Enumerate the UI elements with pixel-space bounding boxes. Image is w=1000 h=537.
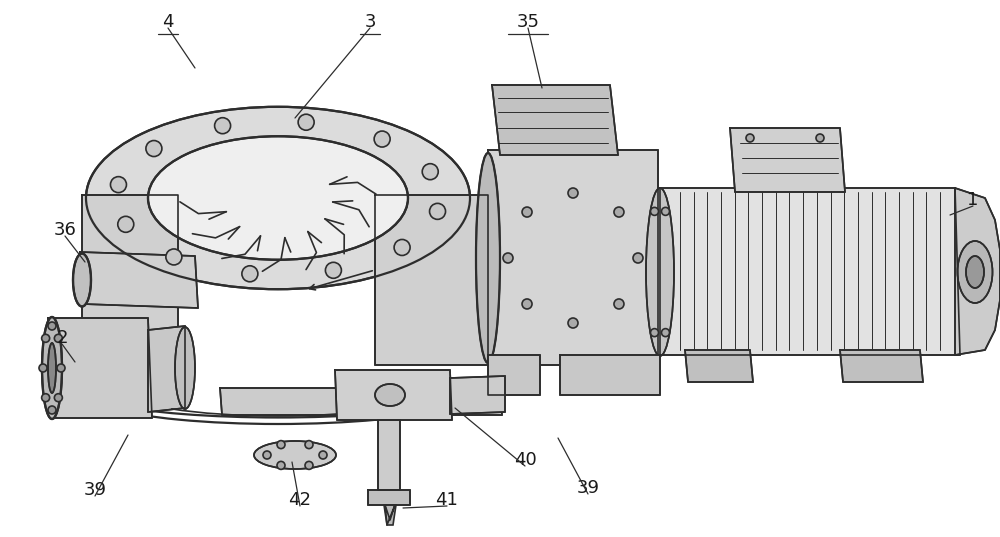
Polygon shape [375,195,488,365]
Polygon shape [335,370,452,420]
Polygon shape [368,490,410,505]
Ellipse shape [958,241,992,303]
Circle shape [662,329,670,337]
Ellipse shape [42,317,62,419]
Circle shape [263,451,271,459]
Text: 42: 42 [288,491,312,509]
Circle shape [503,253,513,263]
Ellipse shape [175,327,195,409]
Ellipse shape [966,256,984,288]
Text: 35: 35 [516,13,540,31]
Circle shape [277,440,285,448]
Circle shape [650,207,658,215]
Text: 3: 3 [364,13,376,31]
Circle shape [746,134,754,142]
Circle shape [166,249,182,265]
Circle shape [522,299,532,309]
Circle shape [319,451,327,459]
Polygon shape [450,376,505,414]
Circle shape [54,335,62,342]
Circle shape [146,141,162,157]
Circle shape [277,461,285,469]
Ellipse shape [646,188,674,356]
Polygon shape [148,326,185,412]
Circle shape [430,204,446,219]
Circle shape [394,240,410,256]
Text: 4: 4 [162,13,174,31]
Polygon shape [384,505,396,525]
Text: 39: 39 [84,481,106,499]
Polygon shape [660,188,960,355]
Circle shape [650,329,658,337]
Polygon shape [488,355,540,395]
Circle shape [662,207,670,215]
Ellipse shape [48,343,56,393]
Polygon shape [80,252,198,308]
Circle shape [614,299,624,309]
Text: 40: 40 [514,451,536,469]
Polygon shape [730,128,845,192]
Polygon shape [492,85,618,155]
Circle shape [816,134,824,142]
Text: 36: 36 [54,221,76,239]
Circle shape [568,318,578,328]
Circle shape [118,216,134,233]
Circle shape [54,394,62,402]
Polygon shape [840,350,923,382]
Ellipse shape [73,253,91,307]
Polygon shape [82,195,178,395]
Polygon shape [48,318,152,418]
Ellipse shape [148,136,408,260]
Circle shape [614,207,624,217]
Circle shape [110,177,126,193]
Polygon shape [220,388,502,415]
Circle shape [39,364,47,372]
Ellipse shape [86,107,470,289]
Circle shape [215,118,231,134]
Circle shape [422,164,438,180]
Circle shape [42,394,50,402]
Circle shape [522,207,532,217]
Polygon shape [685,350,753,382]
Ellipse shape [476,153,500,363]
Circle shape [633,253,643,263]
Polygon shape [560,355,660,395]
Circle shape [305,440,313,448]
Text: 39: 39 [576,479,600,497]
Circle shape [242,266,258,282]
Circle shape [325,262,341,278]
Circle shape [305,461,313,469]
Circle shape [48,406,56,414]
Text: 2: 2 [56,329,68,347]
Text: 1: 1 [967,191,979,209]
Polygon shape [488,150,658,365]
Polygon shape [955,188,1000,355]
Circle shape [298,114,314,130]
Text: 41: 41 [436,491,458,509]
Circle shape [568,188,578,198]
Circle shape [42,335,50,342]
Polygon shape [378,420,400,490]
Circle shape [57,364,65,372]
Ellipse shape [254,441,336,469]
Circle shape [48,322,56,330]
Ellipse shape [375,384,405,406]
Circle shape [374,131,390,147]
